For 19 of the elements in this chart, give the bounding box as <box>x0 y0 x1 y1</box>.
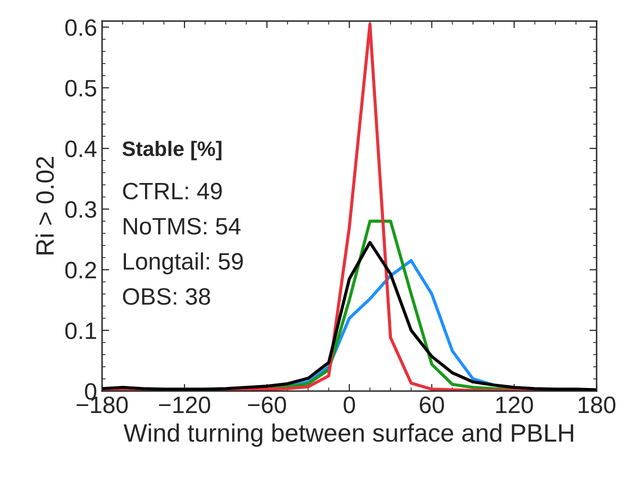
y-tick-label: 0.6 <box>65 19 96 36</box>
annotation: Stable [%] <box>122 140 222 160</box>
y-tick-label: 0.1 <box>65 322 96 340</box>
y-tick-label: 0.4 <box>65 140 97 158</box>
annotation: NoTMS: 54 <box>124 218 241 235</box>
x-tick-label: 60 <box>420 396 444 414</box>
y-tick-label: 0.5 <box>65 80 96 97</box>
x-tick-label: 120 <box>496 396 533 414</box>
annotation: CTRL: 49 <box>123 182 222 200</box>
y-tick-label: 0.3 <box>65 201 96 218</box>
y-axis-title: Ri > 0.02 <box>36 156 54 254</box>
y-tick-label: 0.2 <box>65 262 96 279</box>
x-tick-label: −120 <box>159 396 210 414</box>
annotation: OBS: 38 <box>122 288 210 305</box>
annotation: Longtail: 59 <box>124 252 243 274</box>
x-tick-label: 180 <box>578 396 616 414</box>
x-tick-label: 0 <box>344 396 355 414</box>
x-axis-title: Wind turning between surface and PBLH <box>124 423 574 447</box>
x-tick-label: −60 <box>248 396 286 414</box>
